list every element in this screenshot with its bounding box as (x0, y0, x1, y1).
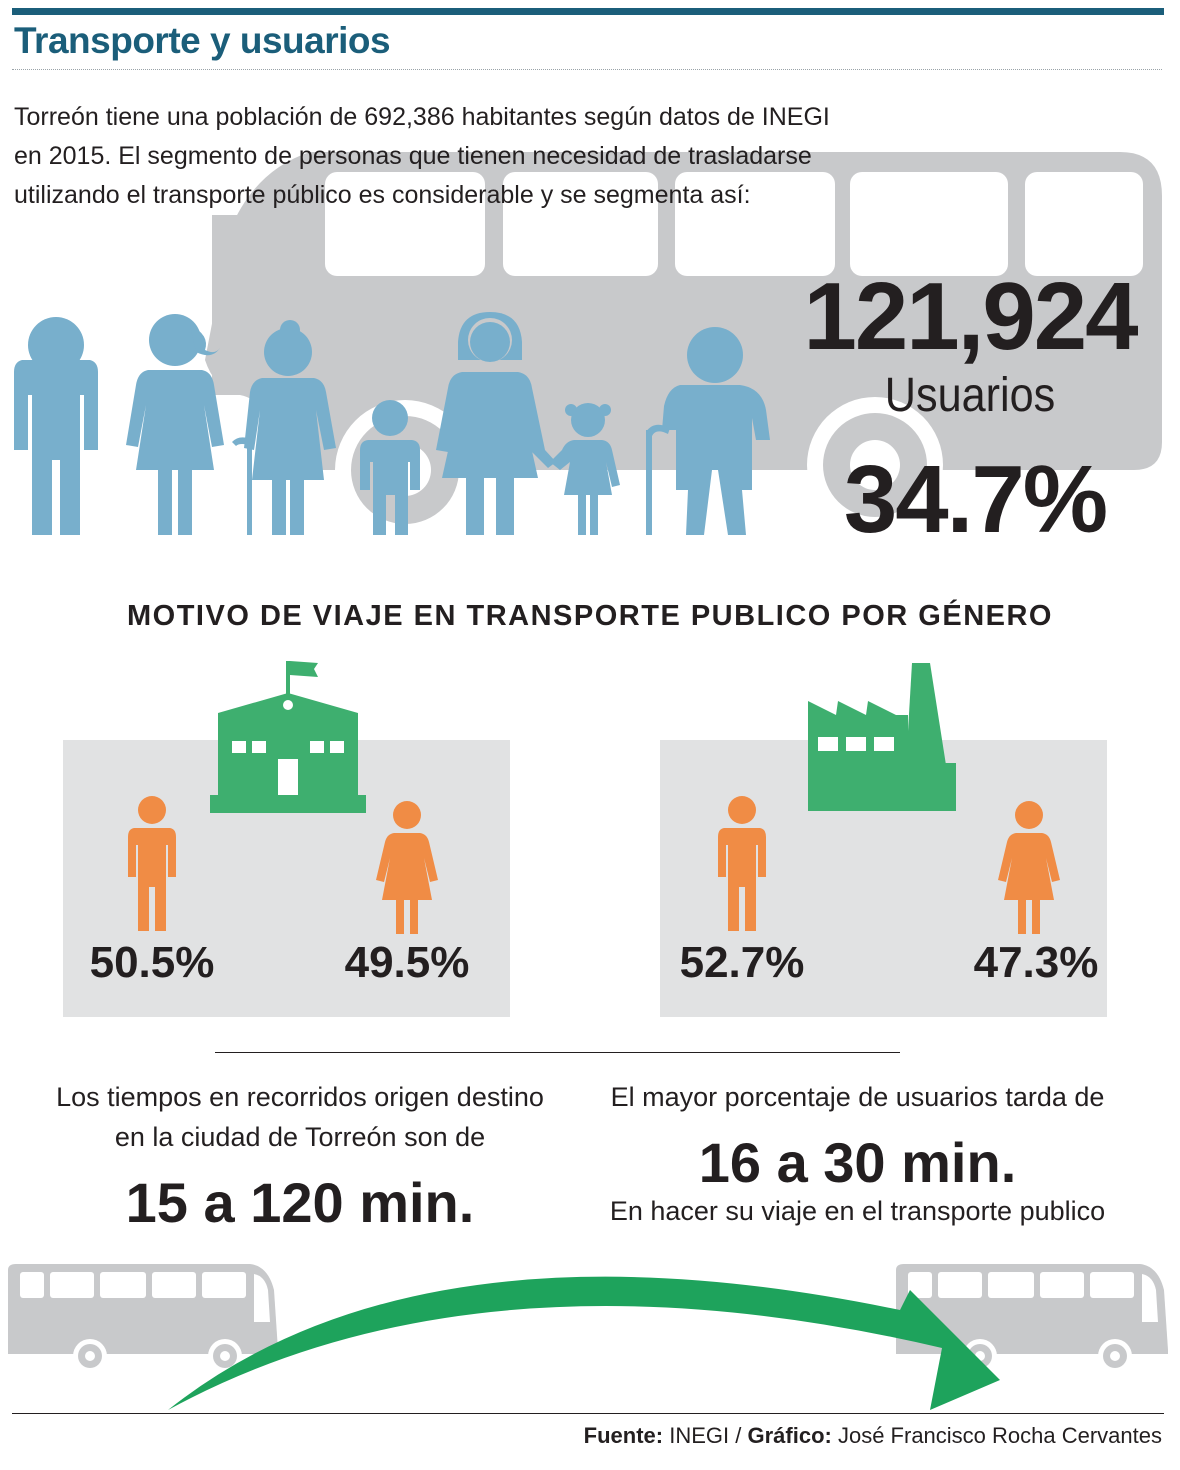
source-name: INEGI / (669, 1423, 742, 1448)
times-left-range: 15 a 120 min. (125, 1171, 475, 1234)
users-count: 121,924 (803, 263, 1138, 370)
credit-name: José Francisco Rocha Cervantes (837, 1423, 1162, 1448)
school-male-percent: 50.5% (89, 938, 215, 987)
boy-icon (360, 400, 420, 535)
users-label: Usuarios (884, 369, 1056, 422)
times-left-line1: Los tiempos en recorridos origen destino (56, 1082, 544, 1112)
gender-section-heading: MOTIVO DE VIAJE EN TRANSPORTE PUBLICO PO… (127, 600, 1053, 632)
times-right-line2: En hacer su viaje en el transporte publi… (609, 1196, 1106, 1226)
bottom-buses (8, 1264, 1168, 1410)
users-percent: 34.7% (843, 446, 1108, 553)
female-icon (998, 801, 1060, 934)
intro-line: utilizando el transporte público es cons… (14, 181, 751, 209)
male-icon (128, 796, 176, 931)
times-right-line1: El mayor porcentaje de usuarios tarda de (610, 1082, 1105, 1112)
intro-line: en 2015. El segmento de personas que tie… (14, 142, 812, 170)
school-icon (210, 661, 366, 813)
times-left-line2: en la ciudad de Torreón son de (114, 1122, 486, 1152)
male-icon (718, 796, 766, 931)
footer-credits: Fuente: INEGI / Gráfico: José Francisco … (584, 1423, 1162, 1449)
work-female-percent: 47.3% (973, 938, 1099, 987)
work-male-percent: 52.7% (679, 938, 805, 987)
intro-text: Torreón tiene una población de 692,386 h… (14, 98, 974, 215)
arrow-icon (168, 1276, 1000, 1410)
family-icon (14, 312, 770, 535)
factory-icon (808, 663, 956, 811)
grandfather-icon (646, 327, 770, 535)
section-divider (215, 1052, 900, 1053)
woman-icon (126, 314, 224, 535)
times-right-range: 16 a 30 min. (698, 1131, 1017, 1194)
top-rule (12, 8, 1164, 15)
female-icon (376, 801, 438, 934)
footer-divider (12, 1413, 1164, 1414)
source-label: Fuente: (583, 1423, 664, 1448)
page-title: Transporte y usuarios (14, 20, 391, 61)
intro-line: Torreón tiene una población de 692,386 h… (14, 103, 830, 131)
man-icon (14, 317, 98, 535)
credit-label: Gráfico: (747, 1423, 832, 1448)
girl-icon (550, 403, 620, 535)
grandmother-icon (232, 320, 336, 535)
school-female-percent: 49.5% (344, 938, 470, 987)
mother-icon (436, 312, 556, 535)
title-divider (12, 69, 1162, 70)
